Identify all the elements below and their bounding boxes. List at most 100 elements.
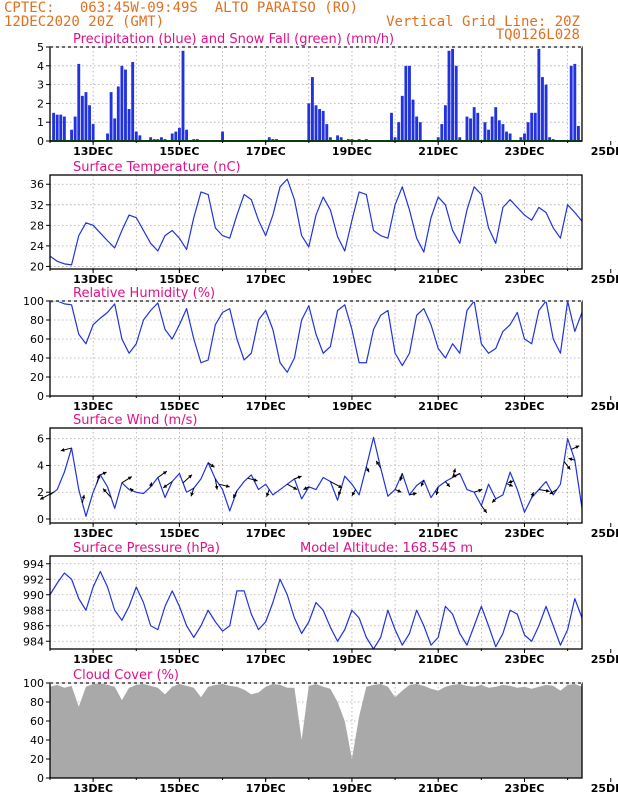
precip-bar (339, 137, 343, 141)
precip-bar (458, 137, 462, 141)
x-tick-label: 13DEC (73, 145, 113, 158)
y-tick-label: 20 (30, 371, 44, 384)
precip-bar (408, 65, 411, 141)
precip-bar (451, 48, 455, 141)
precip-bar (185, 129, 189, 141)
precip-bar (440, 124, 444, 141)
y-tick-label: 2 (37, 486, 44, 499)
wind-arrowhead (452, 468, 457, 473)
wind-arrowhead (214, 485, 219, 490)
wind-arrowhead (188, 474, 192, 479)
x-tick-label: 17DEC (246, 145, 286, 158)
x-tick-label: 13DEC (73, 400, 113, 413)
precip-bar (519, 137, 523, 141)
precip-bar (505, 131, 508, 141)
x-tick-label: 23DEC (504, 145, 544, 158)
precip-bar (310, 77, 314, 141)
panel-subtitle: Model Altitude: 168.545 m (300, 541, 473, 556)
wind-arrowhead (163, 484, 168, 488)
precip-bar (523, 133, 526, 141)
precip-bar (62, 116, 66, 141)
wind-arrowhead (162, 471, 167, 475)
precip-bar (120, 65, 124, 141)
x-tick-label: 23DEC (504, 782, 544, 795)
panel-title: Surface Wind (m/s) (73, 413, 197, 428)
wind-arrowhead (103, 488, 107, 493)
precip-bar (418, 122, 422, 141)
panel-frame (49, 300, 583, 397)
precip-bar (70, 129, 74, 141)
precip-bar (321, 110, 325, 141)
y-tick-label: 0 (37, 390, 44, 403)
precip-bar (170, 133, 174, 141)
wind-arrowhead (452, 473, 457, 478)
y-tick-label: 40 (30, 352, 44, 365)
y-tick-label: 0 (37, 135, 44, 148)
panel-frame (49, 427, 583, 524)
precip-bar (127, 109, 131, 141)
x-tick-label: 15DEC (159, 400, 199, 413)
precip-bar (404, 65, 408, 141)
y-tick-label: 990 (23, 589, 44, 602)
precip-bar (436, 137, 440, 141)
precip-bar (469, 118, 473, 141)
precip-bar (124, 69, 127, 141)
precip-bar (397, 122, 401, 141)
panel-title: Cloud Cover (%) (73, 668, 179, 683)
panel-title: Precipitation (blue) and Snow Fall (gree… (73, 32, 394, 47)
precip-bar (530, 112, 534, 141)
precip-bar (106, 133, 109, 141)
wind-arrowhead (337, 491, 342, 496)
x-tick-label: 15DEC (159, 145, 199, 158)
wind-arrowhead (566, 465, 571, 470)
precip-bar (181, 50, 185, 142)
precip-bar (149, 137, 153, 141)
precip-bar (472, 107, 476, 141)
precip-bar (548, 137, 552, 141)
panel-title: Relative Humidity (%) (73, 286, 215, 301)
x-tick-label: 17DEC (246, 782, 286, 795)
wind-arrowhead (435, 491, 440, 495)
wind-arrowhead (508, 483, 513, 487)
y-tick-label: 0 (37, 513, 44, 526)
precip-bar (88, 105, 91, 141)
wind-arrowhead (397, 489, 402, 493)
x-tick-label: 17DEC (246, 273, 286, 286)
panel-title: Surface Temperature (nC) (73, 160, 241, 175)
wind-arrowhead (549, 490, 554, 495)
x-tick-label: 15DEC (159, 782, 199, 795)
x-tick-label: 21DEC (418, 527, 458, 540)
x-tick-label: 19DEC (332, 527, 372, 540)
precip-bar (501, 124, 505, 141)
y-tick-label: 4 (37, 60, 44, 73)
y-tick-label: 5 (37, 41, 44, 54)
header-date: 12DEC2020 20Z (GMT) (4, 14, 165, 30)
x-tick-label: 13DEC (73, 653, 113, 666)
precip-bar (483, 122, 487, 141)
panel-title: Surface Pressure (hPa) (73, 541, 220, 556)
precip-bar (400, 95, 404, 141)
y-tick-label: 24 (30, 240, 44, 253)
y-tick-label: 28 (30, 219, 44, 232)
precip-bar (177, 127, 181, 141)
x-tick-label: 17DEC (246, 400, 286, 413)
precip-bar (159, 137, 163, 141)
y-tick-label: 80 (30, 696, 44, 709)
panel-wind: Surface Wind (m/s) 0 2 4 6 13DEC 15DEC 17DEC 19D… (37, 413, 618, 540)
precip-bar (221, 131, 224, 141)
precip-bar (80, 95, 84, 141)
wind-arrowhead (376, 460, 380, 465)
precip-bar (411, 99, 415, 141)
y-tick-label: 986 (23, 620, 44, 633)
wind-arrowhead (102, 471, 107, 476)
y-tick-label: 4 (37, 459, 44, 472)
x-tick-label: 25DEC (591, 145, 618, 158)
panel-precip: Precipitation (blue) and Snow Fall (gree… (37, 32, 618, 158)
precip-bar (465, 116, 469, 141)
panel-cloud: Cloud Cover (%) 0 20 40 60 80 100 13DEC 15DEC 17D… (23, 668, 618, 795)
y-tick-label: 6 (37, 433, 44, 446)
y-tick-label: 20 (30, 260, 44, 273)
wind-arrowhead (60, 448, 65, 452)
wind-arrowhead (266, 492, 270, 497)
